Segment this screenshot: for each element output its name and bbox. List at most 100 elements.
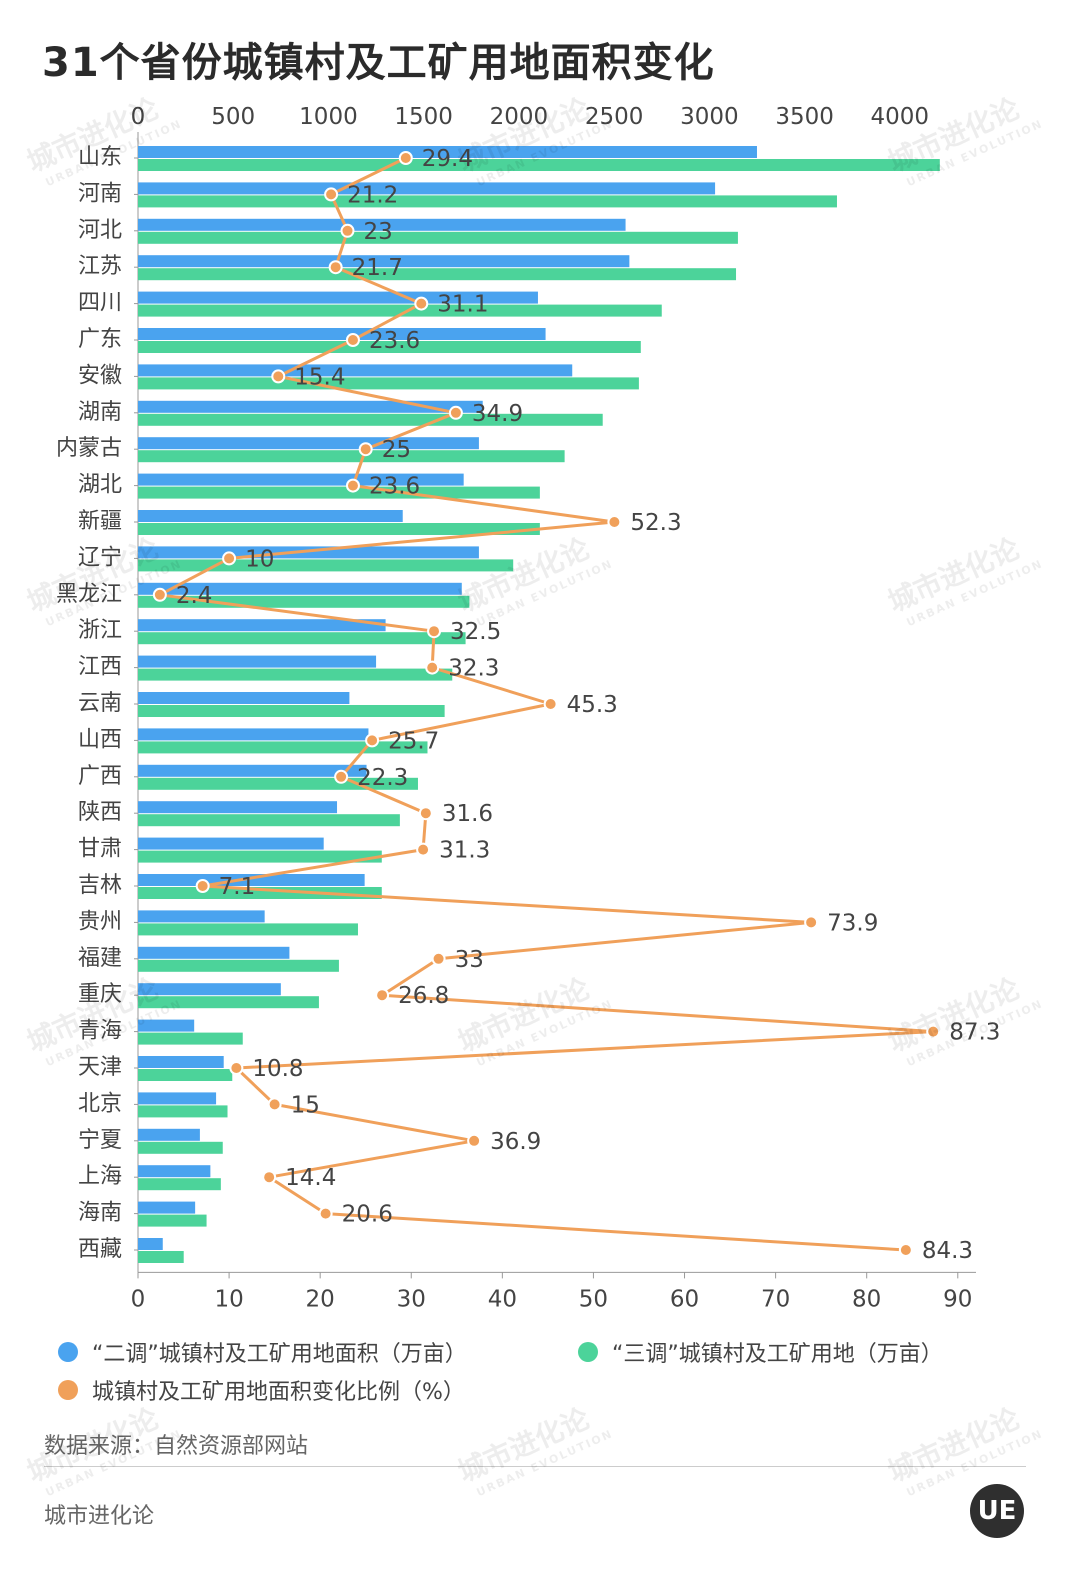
change-ratio-label: 10	[245, 546, 274, 572]
bar-sandiao	[138, 486, 540, 499]
bar-sandiao	[138, 159, 940, 171]
bar-erdiao	[138, 728, 369, 741]
category-label: 湖北	[78, 473, 122, 498]
bar-erdiao	[138, 437, 479, 450]
brand-logo: UE	[970, 1484, 1024, 1538]
change-ratio-label: 31.3	[439, 838, 490, 864]
legend-label-change: 城镇村及工矿用地面积变化比例（%）	[92, 1380, 465, 1405]
bar-sandiao	[138, 268, 737, 281]
bar-erdiao	[138, 764, 367, 777]
bar-sandiao	[138, 1032, 243, 1045]
x-axis-bottom-tick-label: 40	[488, 1286, 517, 1312]
change-ratio-label: 10.8	[252, 1056, 303, 1082]
change-ratio-point	[324, 187, 339, 202]
category-label: 宁夏	[78, 1128, 122, 1153]
change-ratio-label: 23	[364, 219, 393, 245]
bar-sandiao	[138, 559, 514, 572]
x-axis-bottom-tick-label: 90	[943, 1286, 972, 1312]
change-ratio-point	[222, 551, 237, 566]
change-ratio-point	[398, 151, 413, 165]
legend-item-erdiao: “二调”城镇村及工矿用地面积（万亩）	[58, 1336, 467, 1368]
category-label: 浙江	[78, 618, 122, 643]
change-ratio-label: 2.4	[176, 583, 213, 609]
bar-sandiao	[138, 377, 639, 390]
change-ratio-point	[467, 1133, 482, 1148]
bar-erdiao	[138, 582, 462, 595]
bar-sandiao	[138, 1141, 223, 1154]
category-label: 云南	[78, 691, 122, 716]
x-axis-top-tick-label: 0	[131, 104, 146, 130]
legend-label-erdiao: “二调”城镇村及工矿用地面积（万亩）	[92, 1342, 467, 1367]
x-axis-top-tick-label: 3000	[680, 104, 739, 130]
x-axis-bottom-tick-label: 0	[131, 1286, 146, 1312]
bar-sandiao	[138, 741, 428, 754]
bar-sandiao	[138, 1214, 207, 1227]
bar-erdiao	[138, 1019, 195, 1032]
bar-erdiao	[138, 328, 546, 340]
change-ratio-label: 29.4	[422, 146, 473, 172]
change-ratio-label: 45.3	[567, 692, 618, 718]
category-label: 福建	[78, 946, 122, 971]
bar-erdiao	[138, 510, 403, 522]
category-label: 河南	[78, 181, 122, 206]
category-label: 山东	[78, 145, 122, 170]
change-ratio-label: 87.3	[949, 1020, 1000, 1046]
change-ratio-label: 14.4	[285, 1165, 336, 1191]
brand-name: 城市进化论	[44, 1504, 155, 1529]
data-source: 数据来源：自然资源部网站	[44, 1434, 309, 1459]
bar-sandiao	[138, 450, 565, 463]
change-ratio-point	[345, 333, 360, 347]
bar-erdiao	[138, 1092, 217, 1105]
change-ratio-point	[271, 369, 286, 384]
x-axis-bottom-tick-label: 50	[579, 1286, 608, 1312]
category-label: 北京	[78, 1091, 122, 1116]
bar-erdiao	[138, 1238, 163, 1250]
bar-erdiao	[138, 400, 483, 413]
bar-sandiao	[138, 705, 445, 717]
change-ratio-point	[318, 1206, 333, 1221]
change-ratio-point	[375, 988, 390, 1003]
category-label: 广东	[78, 327, 122, 352]
change-ratio-point	[804, 915, 819, 930]
change-ratio-label: 34.9	[472, 401, 523, 427]
change-ratio-label: 26.8	[398, 983, 449, 1009]
bar-erdiao	[138, 874, 365, 886]
bar-erdiao	[138, 655, 377, 668]
bar-sandiao	[138, 523, 540, 535]
change-ratio-label: 7.1	[219, 874, 256, 900]
bar-sandiao	[138, 1069, 233, 1081]
change-ratio-label: 20.6	[342, 1202, 393, 1228]
bar-sandiao	[138, 304, 662, 317]
category-label: 贵州	[78, 909, 122, 934]
x-axis-top-tick-label: 2500	[585, 104, 644, 130]
bar-erdiao	[138, 473, 464, 486]
change-ratio-point	[262, 1170, 277, 1185]
bar-erdiao	[138, 291, 538, 304]
legend-item-sandiao: “三调”城镇村及工矿用地（万亩）	[578, 1336, 943, 1368]
bar-sandiao	[138, 1178, 221, 1191]
bar-sandiao	[138, 413, 603, 426]
bar-erdiao	[138, 946, 290, 959]
change-ratio-point	[229, 1061, 244, 1075]
category-label: 黑龙江	[56, 582, 122, 607]
x-axis-top-tick-label: 1500	[394, 104, 453, 130]
bar-sandiao	[138, 231, 738, 244]
bar-erdiao	[138, 1128, 200, 1141]
chart-title: 31个省份城镇村及工矿用地面积变化	[42, 40, 715, 86]
change-ratio-point	[543, 697, 558, 711]
category-label: 广西	[78, 764, 122, 789]
bar-sandiao	[138, 595, 470, 608]
bar-sandiao	[138, 1251, 184, 1263]
chart-svg: 0 500 1000 1500 2000 2500 3000 3500 4000 0 10 20 30 4…	[56, 104, 1000, 1312]
change-ratio-point	[416, 842, 431, 857]
x-axis-bottom-tick-label: 30	[397, 1286, 426, 1312]
change-ratio-label: 52.3	[630, 510, 681, 536]
category-label: 四川	[78, 291, 122, 316]
category-label: 江苏	[78, 254, 122, 279]
legend-swatch-orange	[58, 1380, 78, 1400]
x-axis-top-tick-label: 3500	[775, 104, 834, 130]
change-ratio-label: 23.6	[369, 474, 420, 500]
bar-erdiao	[138, 910, 265, 923]
change-ratio-label: 84.3	[922, 1238, 973, 1264]
bar-erdiao	[138, 1201, 196, 1214]
